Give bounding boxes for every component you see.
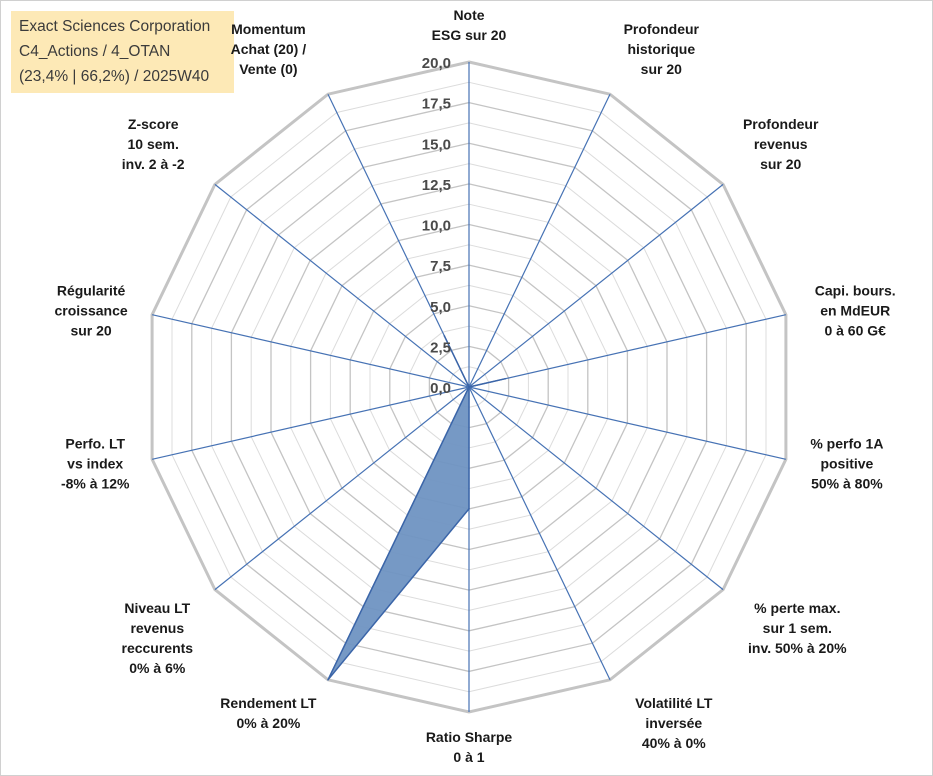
title-line-portfolio: C4_Actions / 4_OTAN (19, 43, 171, 60)
tick-label: 12,5 (422, 177, 451, 194)
axis-spoke (151, 386, 470, 460)
axis-spoke (468, 386, 611, 681)
axis-label: Régularité croissance sur 20 (55, 283, 128, 339)
title-line-stats: (23,4% | 66,2%) / 2025W40 (19, 68, 210, 85)
radar-axis-labels: Note ESG sur 20 Profondeur historique sur 20… (55, 7, 896, 765)
series-point (468, 386, 470, 388)
radar-series (327, 335, 507, 681)
axis-label: Niveau LT revenus reccurents 0% à 6% (122, 600, 194, 676)
series-point (327, 679, 329, 681)
axis-spoke (468, 93, 611, 388)
tick-label: 15,0 (422, 136, 451, 153)
axis-label: Ratio Sharpe 0 à 1 (426, 729, 513, 765)
tick-label: 20,0 (422, 55, 451, 72)
axis-label: Momentum Achat (20) / Vente (0) (231, 21, 307, 77)
series-point (443, 335, 446, 337)
axis-label: % perfo 1A positive 50% à 80% (810, 435, 883, 491)
axis-label: Capi. bours. en MdEUR 0 à 60 G€ (815, 283, 896, 339)
axis-label: Perfo. LT vs index -8% à 12% (61, 435, 130, 491)
tick-label: 10,0 (422, 218, 451, 235)
tick-label: 2,5 (430, 339, 451, 356)
series-point (504, 377, 507, 380)
axis-label: Note ESG sur 20 (432, 7, 507, 43)
tick-label: 7,5 (430, 258, 451, 275)
axis-spoke (468, 386, 724, 591)
tick-label: 0,0 (430, 380, 451, 397)
axis-spoke (214, 183, 470, 388)
tick-label: 17,5 (422, 96, 451, 113)
series-area (327, 335, 506, 681)
axis-spoke (468, 386, 787, 460)
axis-label: % perte max. sur 1 sem. inv. 50% à 20% (748, 600, 847, 656)
axis-label: Volatilité LT inversée 40% à 0% (635, 695, 713, 751)
axis-label: Z-score 10 sem. inv. 2 à -2 (122, 116, 185, 172)
axis-label: Profondeur historique sur 20 (624, 21, 700, 77)
tick-label: 5,0 (430, 299, 451, 316)
radar-spokes (151, 62, 787, 712)
axis-spoke (151, 314, 470, 388)
series-point (468, 508, 470, 510)
axis-spoke (468, 314, 787, 388)
axis-label: Rendement LT 0% à 20% (220, 695, 317, 731)
chart-title-box: Exact Sciences Corporation C4_Actions / … (11, 11, 234, 93)
axis-spoke (214, 386, 470, 591)
axis-spoke (468, 183, 724, 388)
title-line-company: Exact Sciences Corporation (19, 18, 211, 35)
radar-tick-labels: 0,0 2,5 5,0 7,5 10,0 12,5 15,0 17,5 20,0 (422, 55, 451, 397)
axis-label: Profondeur revenus sur 20 (743, 116, 819, 172)
